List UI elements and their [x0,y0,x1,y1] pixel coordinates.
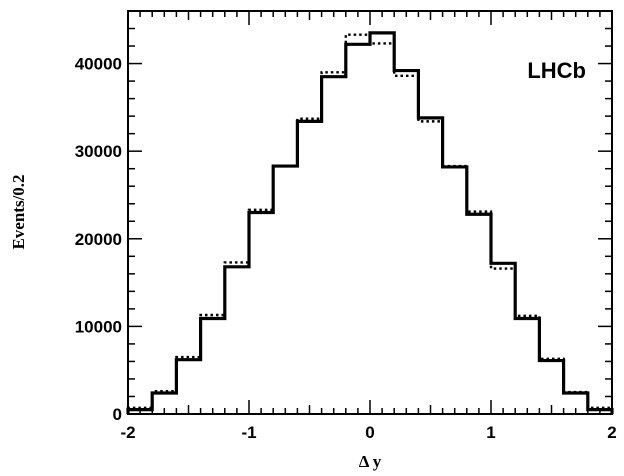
y-tick-label: 20000 [75,230,122,249]
x-tick-label: -1 [241,423,256,442]
y-axis-ticks: 0 10000 20000 30000 40000 [75,10,612,424]
y-tick-label: 0 [113,405,122,424]
x-tick-label: 2 [607,423,616,442]
histogram-dotted-line [126,33,614,414]
y-tick-label: 30000 [75,142,122,161]
x-axis-ticks: -2 -1 0 1 2 [120,11,617,442]
x-tick-label: -2 [120,423,135,442]
y-tick-label: 10000 [75,317,122,336]
lhcb-annotation: LHCb [527,58,586,83]
x-tick-label: 1 [486,423,495,442]
y-tick-label: 40000 [75,55,122,74]
y-axis-title: Events/0.2 [9,174,28,249]
x-tick-label: 0 [365,423,374,442]
series-layer [126,31,614,414]
x-axis-title: Δ y [359,452,382,471]
